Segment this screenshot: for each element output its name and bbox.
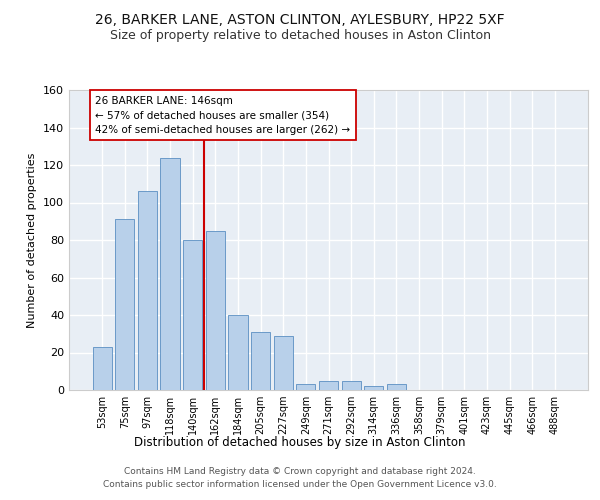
Bar [138,191,157,390]
Bar [251,332,270,390]
Text: 26 BARKER LANE: 146sqm
← 57% of detached houses are smaller (354)
42% of semi-de: 26 BARKER LANE: 146sqm ← 57% of detached… [95,96,350,135]
Bar [115,220,134,390]
Bar [319,380,338,390]
Bar [387,384,406,390]
Bar [92,347,112,390]
Bar [183,240,202,390]
Bar [364,386,383,390]
Text: 26, BARKER LANE, ASTON CLINTON, AYLESBURY, HP22 5XF: 26, BARKER LANE, ASTON CLINTON, AYLESBUR… [95,12,505,26]
Text: Contains public sector information licensed under the Open Government Licence v3: Contains public sector information licen… [103,480,497,489]
Bar [229,315,248,390]
Bar [206,230,225,390]
Text: Contains HM Land Registry data © Crown copyright and database right 2024.: Contains HM Land Registry data © Crown c… [124,467,476,476]
Text: Size of property relative to detached houses in Aston Clinton: Size of property relative to detached ho… [110,29,491,42]
Text: Distribution of detached houses by size in Aston Clinton: Distribution of detached houses by size … [134,436,466,449]
Bar [341,380,361,390]
Y-axis label: Number of detached properties: Number of detached properties [28,152,37,328]
Bar [296,384,316,390]
Bar [160,158,180,390]
Bar [274,336,293,390]
